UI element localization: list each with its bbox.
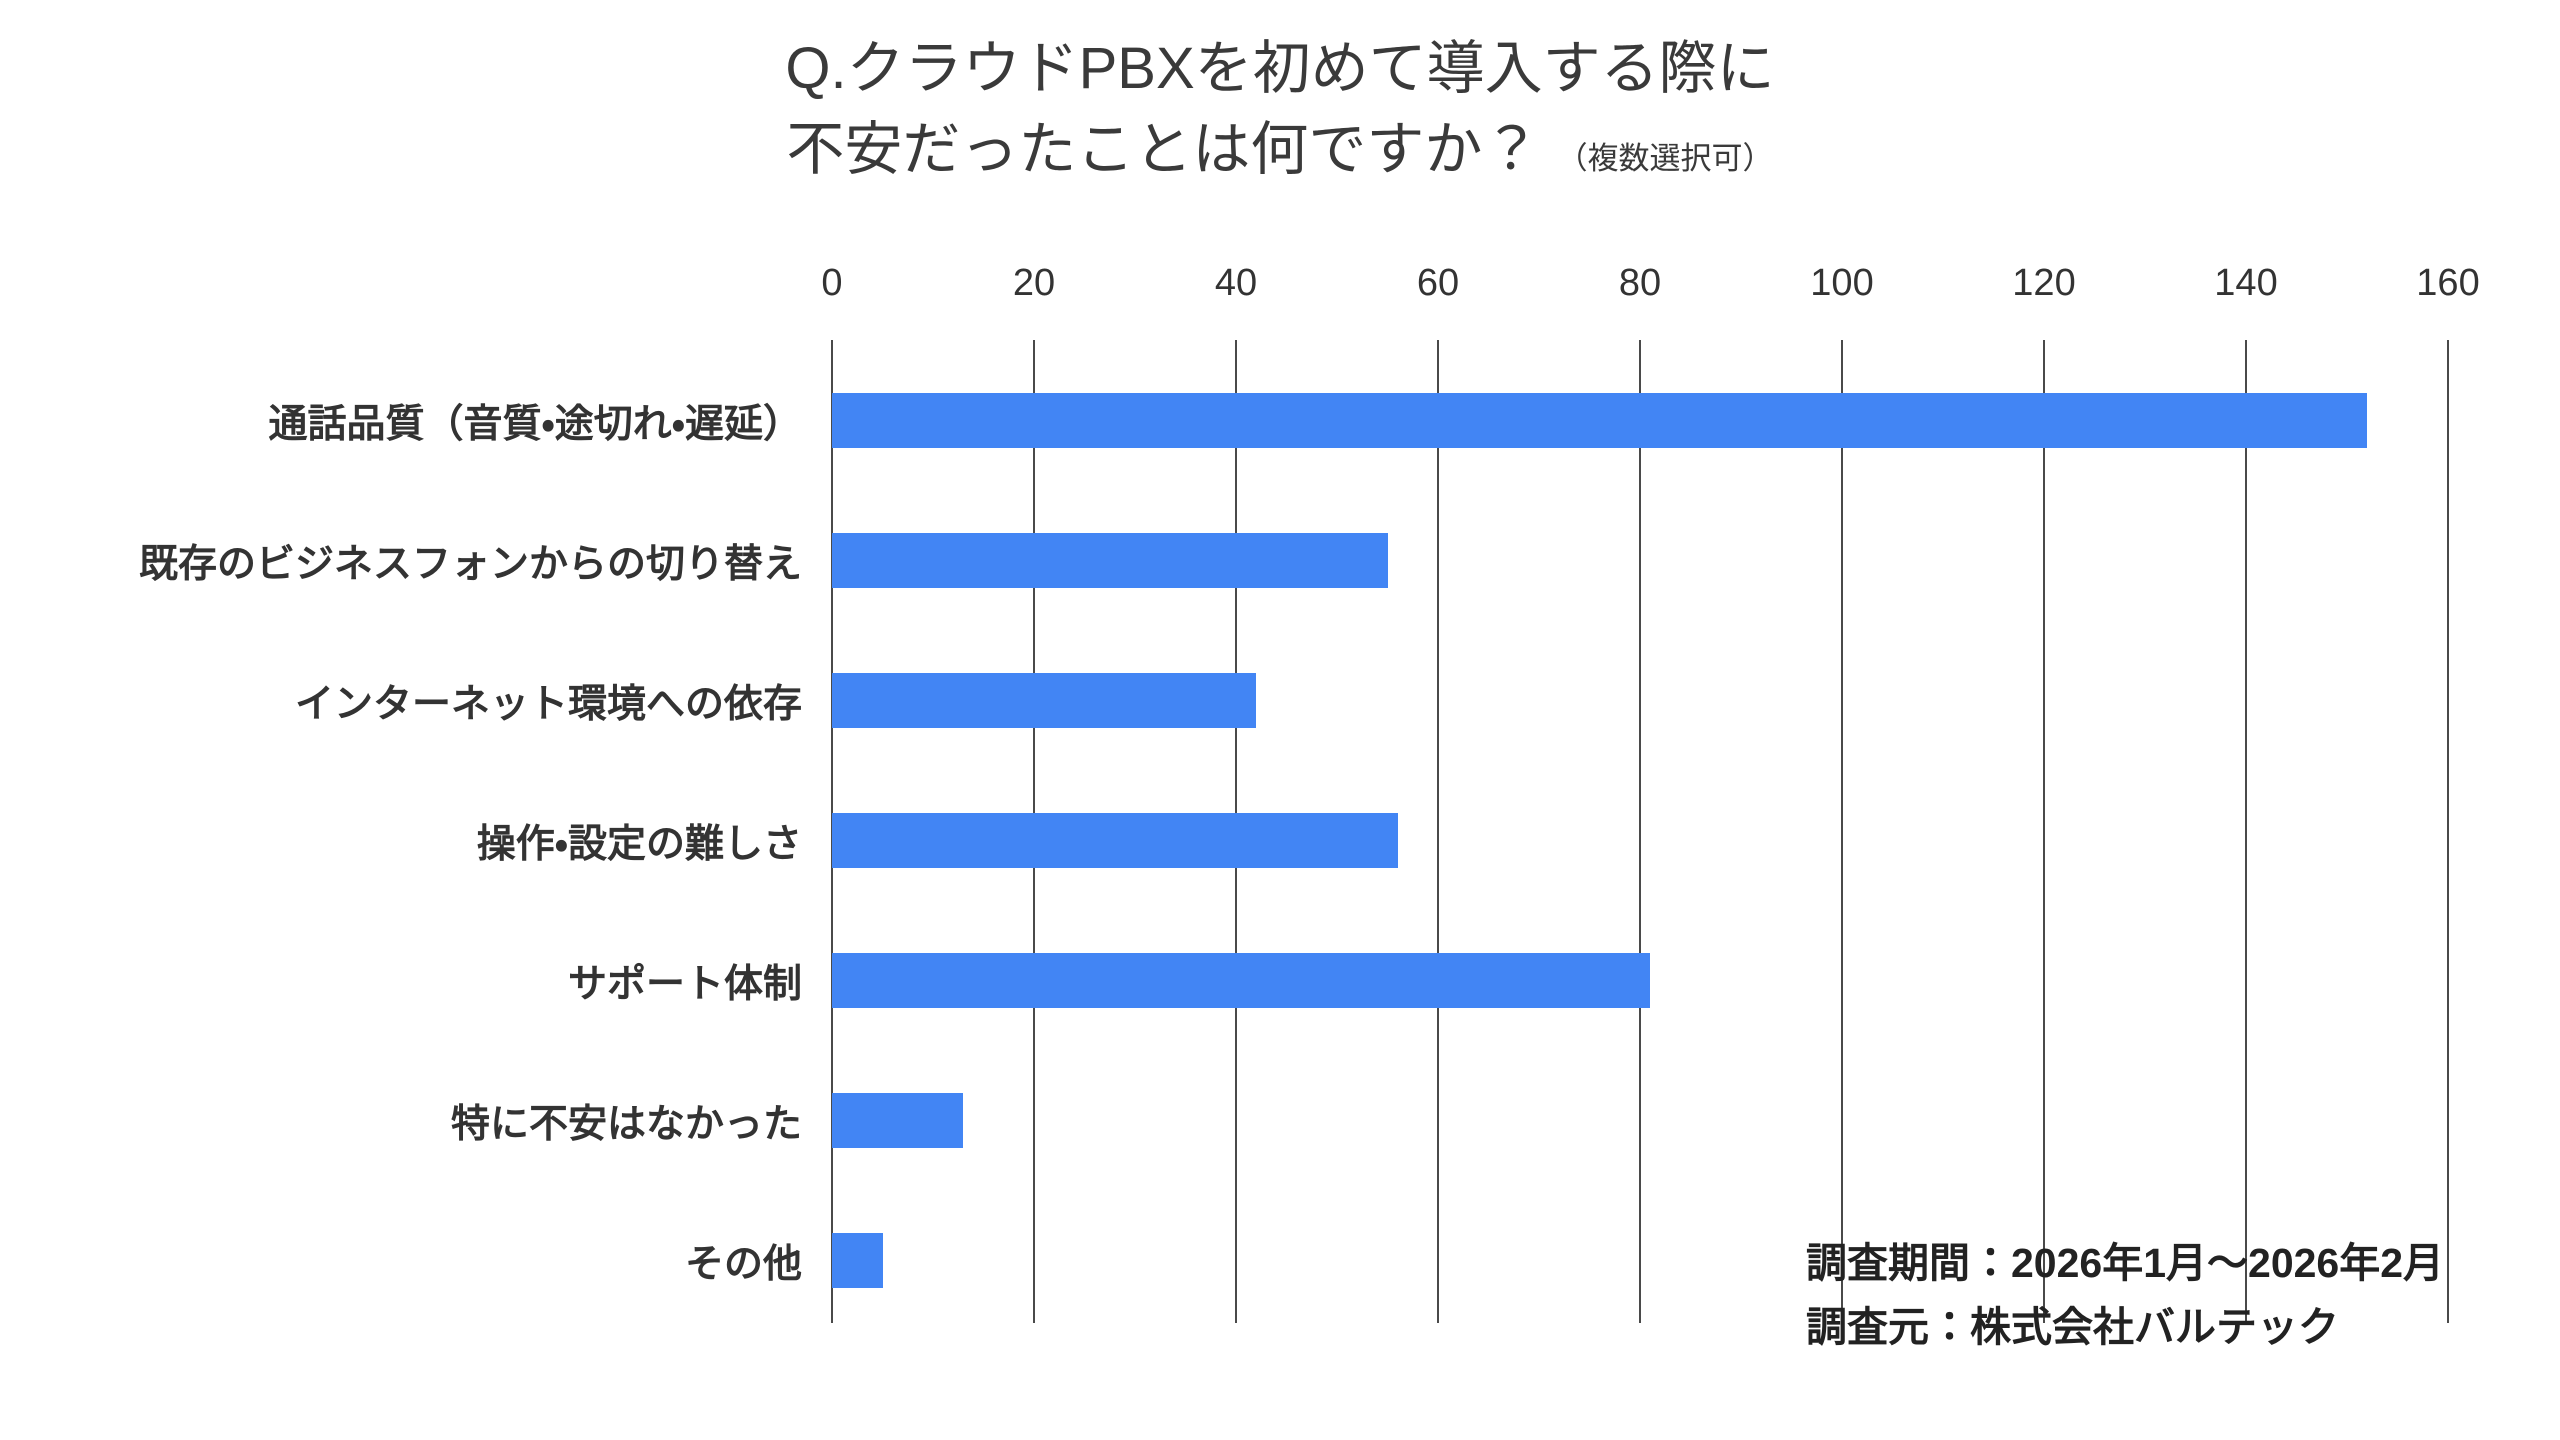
bar-3 — [832, 813, 1398, 868]
category-label-0: 通話品質（音質・途切れ・遅延） — [268, 402, 802, 446]
gridline-x-160 — [2447, 340, 2449, 1323]
chart-title-question: 不安だったことは何ですか？ — [786, 117, 1541, 183]
survey-footer: 調査期間：2026年1月～2026年2月 調査元：株式会社バルテック — [1806, 1232, 2444, 1359]
bar-5 — [832, 1093, 964, 1148]
category-label-3: 操作・設定の難しさ — [476, 822, 802, 866]
x-tick-label-80: 80 — [1618, 262, 1662, 304]
survey-source: 調査元：株式会社バルテック — [1806, 1303, 2339, 1350]
gridline-x-120 — [2043, 340, 2045, 1323]
x-tick-label-140: 140 — [2214, 262, 2278, 304]
category-label-1: 既存のビジネスフォンからの切り替え — [138, 542, 802, 586]
gridline-x-60 — [1437, 340, 1439, 1323]
gridline-x-80 — [1639, 340, 1641, 1323]
bar-4 — [832, 953, 1651, 1008]
bar-1 — [832, 533, 1388, 588]
x-tick-label-40: 40 — [1214, 262, 1258, 304]
survey-period: 調査期間：2026年1月～2026年2月 — [1806, 1240, 2445, 1286]
category-label-5: 特に不安はなかった — [450, 1102, 802, 1146]
x-tick-label-20: 20 — [1012, 262, 1056, 304]
category-label-6: その他 — [684, 1242, 802, 1286]
bar-0 — [832, 393, 2368, 448]
gridline-x-140 — [2245, 340, 2247, 1323]
x-tick-label-60: 60 — [1416, 262, 1460, 304]
gridline-x-100 — [1841, 340, 1843, 1323]
chart-title-line2: 不安だったことは何ですか？ （複数選択可） — [0, 109, 2560, 190]
x-tick-label-120: 120 — [2012, 262, 2076, 304]
category-label-4: サポート体制 — [567, 962, 802, 1006]
x-tick-label-160: 160 — [2416, 262, 2480, 304]
x-tick-label-100: 100 — [1810, 262, 1874, 304]
x-tick-label-0: 0 — [821, 262, 843, 304]
category-label-2: インターネット環境への依存 — [294, 682, 802, 726]
bar-6 — [832, 1233, 883, 1288]
y-axis-category-labels: 通話品質（音質・途切れ・遅延） 既存のビジネスフォンからの切り替えインターネット環… — [0, 0, 802, 1440]
x-axis-tick-labels: 0 20 40 60 80 100 120 140 160 — [0, 262, 2560, 312]
bar-2 — [832, 673, 1257, 728]
chart-title-line1: Q.クラウドPBXを初めて導入する際に — [785, 36, 1775, 101]
plot-area — [831, 340, 2449, 1323]
chart-title-note: （複数選択可） — [1556, 141, 1774, 177]
chart-title: Q.クラウドPBXを初めて導入する際に 不安だったことは何ですか？ （複数選択可… — [0, 28, 2560, 190]
